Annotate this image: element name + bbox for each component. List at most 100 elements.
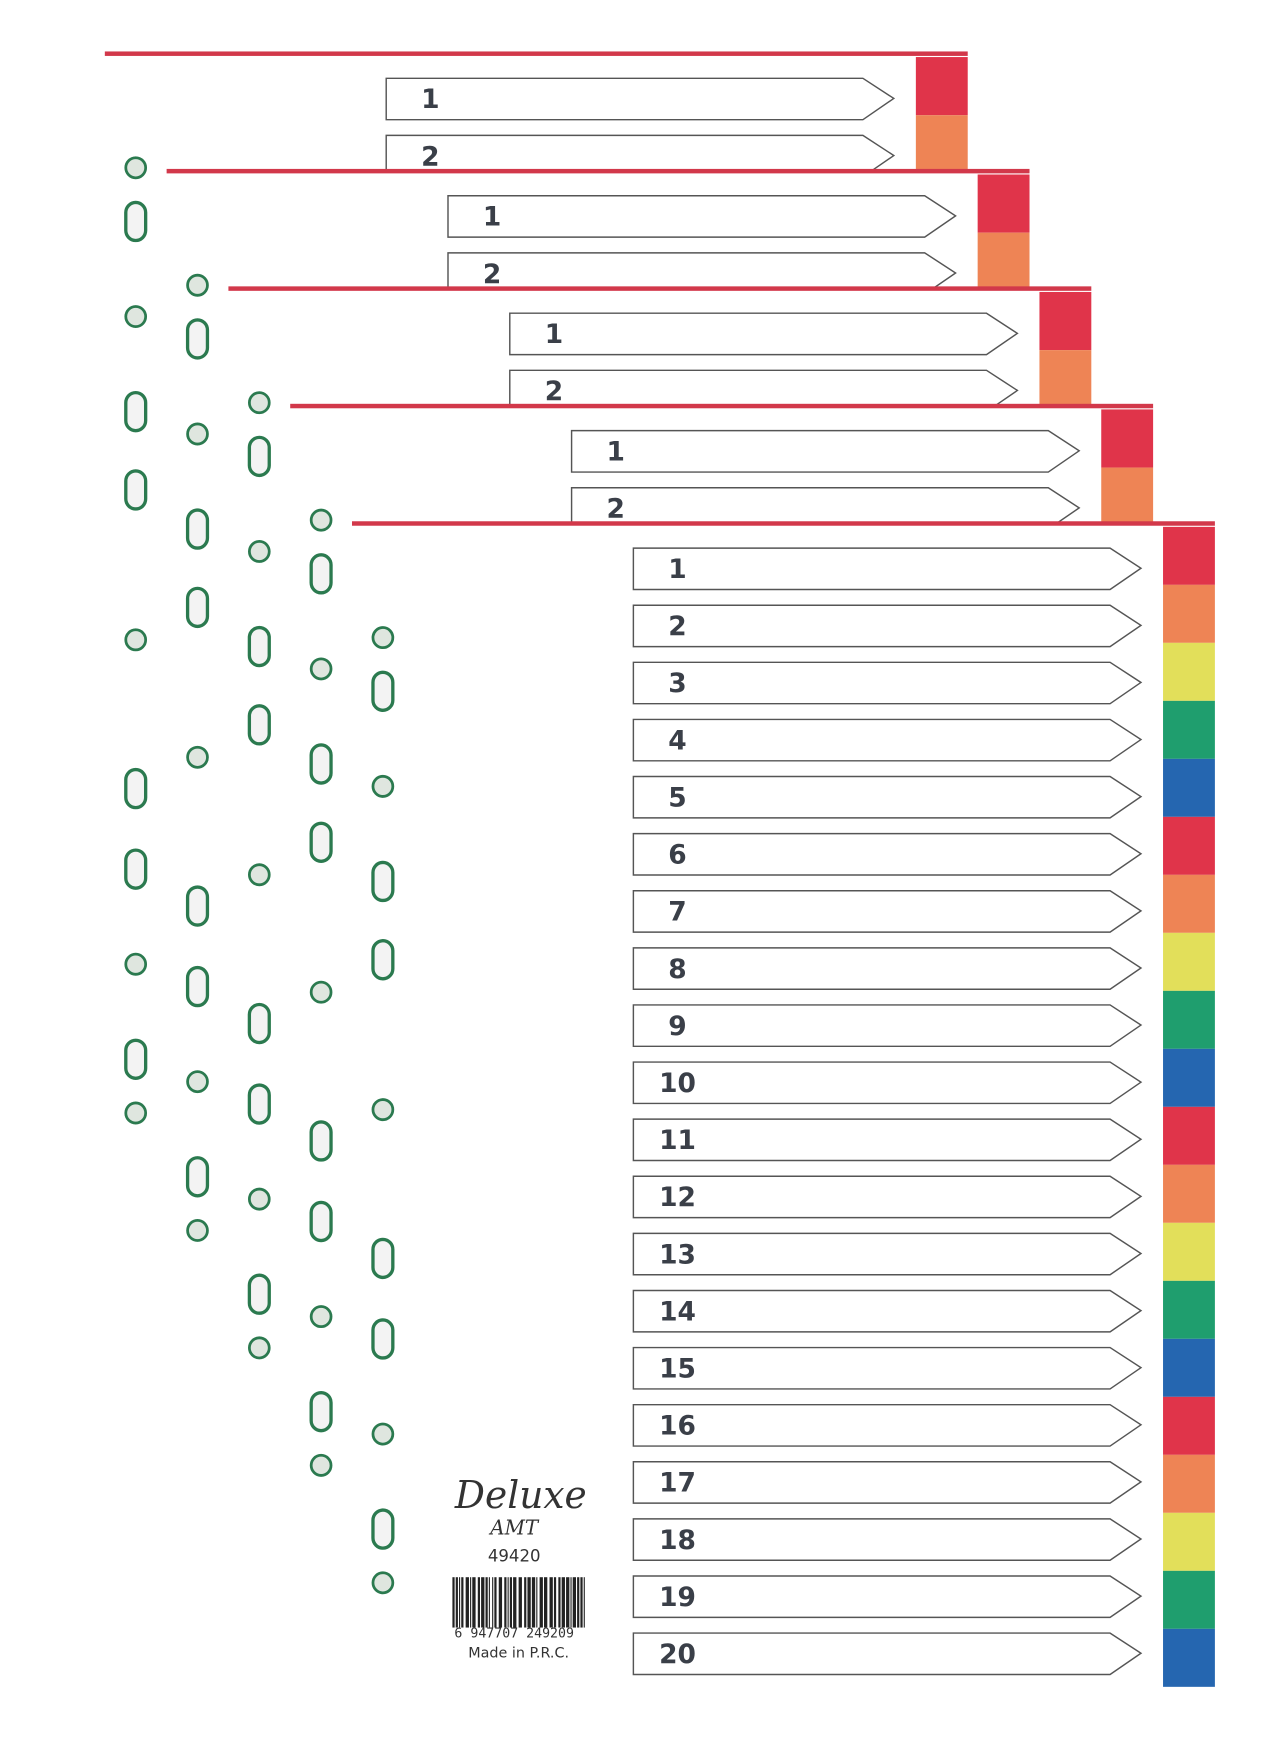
punch-slot — [185, 508, 210, 550]
punch-slot — [185, 885, 210, 927]
color-tab — [1163, 1396, 1215, 1455]
barcode-bar — [472, 1577, 476, 1628]
brand-name: Deluxe — [454, 1473, 587, 1517]
sheet-top-edge — [290, 403, 1154, 409]
label-box — [385, 77, 896, 121]
tab-number: 19 — [659, 1582, 696, 1613]
punch-hole — [124, 1101, 148, 1125]
punch-hole — [248, 1336, 271, 1360]
tab-number: 9 — [668, 1011, 686, 1042]
label-box — [632, 1118, 1143, 1162]
punch-slot — [247, 435, 271, 478]
label-box — [509, 312, 1019, 356]
label-box — [632, 661, 1143, 705]
punch-slot — [371, 939, 395, 981]
color-tab — [1163, 1280, 1215, 1339]
label-box — [632, 1061, 1143, 1105]
tab-number: 20 — [659, 1639, 696, 1670]
tab-number: 2 — [668, 611, 686, 642]
punch-hole — [371, 1098, 395, 1122]
origin: Made in P.R.C. — [468, 1646, 569, 1662]
tab-number: 2 — [607, 494, 625, 525]
label-box — [632, 832, 1143, 876]
barcode-bar — [492, 1577, 494, 1628]
barcode-bar — [481, 1577, 485, 1628]
label-box — [447, 195, 957, 238]
punch-hole — [124, 305, 148, 329]
label-box — [570, 429, 1081, 473]
barcode-bar — [527, 1577, 531, 1628]
color-tab — [1163, 526, 1215, 585]
punch-hole — [248, 1187, 271, 1211]
tab-number: 1 — [483, 202, 501, 233]
tab-number: 8 — [668, 954, 686, 985]
punch-slot — [247, 1002, 271, 1045]
tab-number: 2 — [483, 259, 501, 290]
label-box — [632, 1289, 1143, 1333]
punch-slot — [247, 704, 271, 746]
tab-number: 16 — [659, 1410, 696, 1441]
label-box — [632, 1403, 1143, 1447]
punch-slot — [309, 1200, 333, 1243]
punch-slot — [309, 821, 333, 863]
tab-number: 7 — [668, 896, 686, 927]
color-tab — [1163, 1338, 1215, 1397]
color-tab — [1163, 1454, 1215, 1513]
punch-hole — [186, 1070, 209, 1094]
color-tab — [915, 57, 968, 116]
punch-slot — [185, 965, 210, 1008]
barcode-bar — [459, 1577, 461, 1628]
color-tab — [1101, 409, 1154, 468]
barcode-bar — [558, 1577, 561, 1628]
product-code: 49420 — [488, 1546, 541, 1565]
tab-number: 1 — [607, 436, 625, 467]
tab-number: 15 — [659, 1353, 696, 1384]
punch-hole — [309, 657, 333, 681]
color-tab — [1163, 758, 1215, 817]
barcode-bar — [518, 1577, 522, 1628]
barcode-bar — [507, 1577, 509, 1628]
color-tab — [1039, 350, 1092, 409]
punch-hole — [186, 422, 209, 446]
label-box — [632, 1004, 1143, 1048]
barcode-bar — [504, 1577, 507, 1628]
tab-number: 12 — [659, 1182, 696, 1213]
label-box — [632, 1346, 1143, 1390]
color-tab — [1163, 1512, 1215, 1571]
punch-slot — [309, 553, 333, 595]
barcode-bar — [513, 1577, 517, 1628]
punch-hole — [371, 774, 395, 798]
punch-hole — [248, 539, 271, 563]
punch-slot — [371, 1237, 395, 1280]
punch-hole — [309, 1305, 333, 1329]
punch-hole — [186, 273, 209, 297]
tab-number: 4 — [668, 725, 686, 756]
punch-slot — [124, 767, 148, 810]
tab-number: 2 — [421, 141, 439, 172]
label-box — [632, 1518, 1143, 1561]
sheet-top-edge — [166, 168, 1030, 174]
punch-slot — [185, 318, 210, 360]
brand-sub: AMT — [488, 1516, 540, 1540]
punch-slot — [185, 1156, 210, 1198]
barcode-bar — [465, 1577, 469, 1628]
barcode-bar — [452, 1577, 455, 1628]
punch-slot — [371, 1318, 395, 1360]
barcode-bar — [539, 1577, 543, 1628]
barcode-bar — [536, 1577, 538, 1628]
barcode-bar — [561, 1577, 565, 1628]
barcode-bar — [477, 1577, 480, 1628]
barcode-bar — [583, 1577, 585, 1628]
barcode-digits: 6 947707 249209 — [454, 1627, 574, 1642]
barcode-bar — [553, 1577, 557, 1628]
color-tab — [1163, 584, 1215, 643]
barcode-bar — [544, 1577, 548, 1628]
label-box — [632, 1461, 1143, 1504]
tab-number: 1 — [545, 319, 563, 350]
label-box — [632, 1575, 1143, 1619]
color-tab — [1101, 467, 1154, 526]
tab-number: 17 — [659, 1468, 696, 1499]
barcode-bar — [531, 1577, 536, 1628]
barcode-bar — [470, 1577, 472, 1628]
